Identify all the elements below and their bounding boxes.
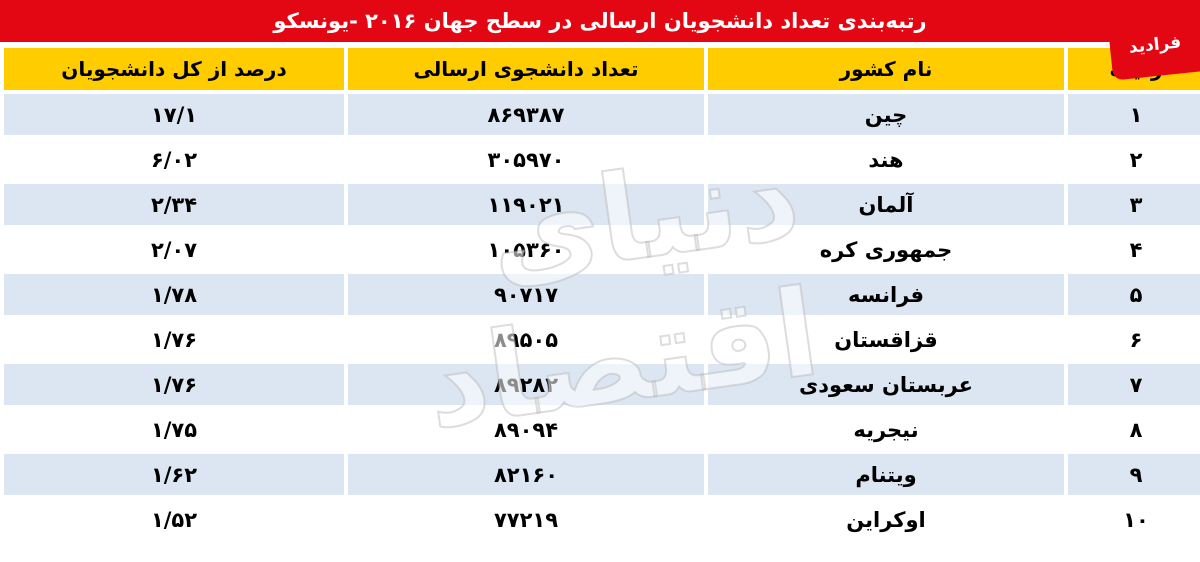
header-students: تعداد دانشجوی ارسالی [348,48,704,90]
cell-country: ویتنام [708,454,1064,495]
header-country: نام کشور [708,48,1064,90]
table-row: ۵ فرانسه ۹۰۷۱۷ ۱/۷۸ [4,274,1200,315]
cell-rank: ۴ [1068,229,1200,270]
header-percent: درصد از کل دانشجویان [4,48,344,90]
cell-percent: ۶/۰۲ [4,139,344,180]
cell-rank: ۳ [1068,184,1200,225]
cell-students: ۸۹۰۹۴ [348,409,704,450]
header-row: ردیف نام کشور تعداد دانشجوی ارسالی درصد … [4,48,1200,90]
cell-rank: ۵ [1068,274,1200,315]
cell-rank: ۲ [1068,139,1200,180]
table-row: ۱۰ اوکراین ۷۷۲۱۹ ۱/۵۲ [4,499,1200,540]
cell-percent: ۱/۶۲ [4,454,344,495]
cell-students: ۸۹۵۰۵ [348,319,704,360]
table-row: ۷ عربستان سعودی ۸۹۲۸۲ ۱/۷۶ [4,364,1200,405]
cell-students: ۸۹۲۸۲ [348,364,704,405]
cell-country: اوکراین [708,499,1064,540]
cell-country: قزاقستان [708,319,1064,360]
cell-rank: ۱۰ [1068,499,1200,540]
cell-percent: ۱/۷۵ [4,409,344,450]
logo: فرادید [1107,9,1200,81]
cell-rank: ۱ [1068,94,1200,135]
cell-country: هند [708,139,1064,180]
cell-rank: ۹ [1068,454,1200,495]
cell-percent: ۲/۳۴ [4,184,344,225]
cell-percent: ۱/۷۸ [4,274,344,315]
table-title: رتبه‌بندی تعداد دانشجویان ارسالی در سطح … [0,0,1200,42]
table-row: ۱ چین ۸۶۹۳۸۷ ۱۷/۱ [4,94,1200,135]
cell-country: نیجریه [708,409,1064,450]
cell-country: چین [708,94,1064,135]
table-row: ۸ نیجریه ۸۹۰۹۴ ۱/۷۵ [4,409,1200,450]
cell-percent: ۱/۷۶ [4,364,344,405]
cell-percent: ۱/۷۶ [4,319,344,360]
cell-students: ۷۷۲۱۹ [348,499,704,540]
cell-students: ۱۰۵۳۶۰ [348,229,704,270]
cell-country: فرانسه [708,274,1064,315]
ranking-table: ردیف نام کشور تعداد دانشجوی ارسالی درصد … [0,44,1200,544]
cell-rank: ۶ [1068,319,1200,360]
table-row: ۲ هند ۳۰۵۹۷۰ ۶/۰۲ [4,139,1200,180]
cell-students: ۸۲۱۶۰ [348,454,704,495]
cell-country: آلمان [708,184,1064,225]
cell-students: ۱۱۹۰۲۱ [348,184,704,225]
cell-country: عربستان سعودی [708,364,1064,405]
cell-country: جمهوری کره [708,229,1064,270]
cell-percent: ۱۷/۱ [4,94,344,135]
table-row: ۶ قزاقستان ۸۹۵۰۵ ۱/۷۶ [4,319,1200,360]
cell-students: ۳۰۵۹۷۰ [348,139,704,180]
cell-rank: ۷ [1068,364,1200,405]
table-row: ۳ آلمان ۱۱۹۰۲۱ ۲/۳۴ [4,184,1200,225]
cell-students: ۸۶۹۳۸۷ [348,94,704,135]
cell-percent: ۱/۵۲ [4,499,344,540]
cell-percent: ۲/۰۷ [4,229,344,270]
table-row: ۴ جمهوری کره ۱۰۵۳۶۰ ۲/۰۷ [4,229,1200,270]
cell-students: ۹۰۷۱۷ [348,274,704,315]
table-row: ۹ ویتنام ۸۲۱۶۰ ۱/۶۲ [4,454,1200,495]
cell-rank: ۸ [1068,409,1200,450]
